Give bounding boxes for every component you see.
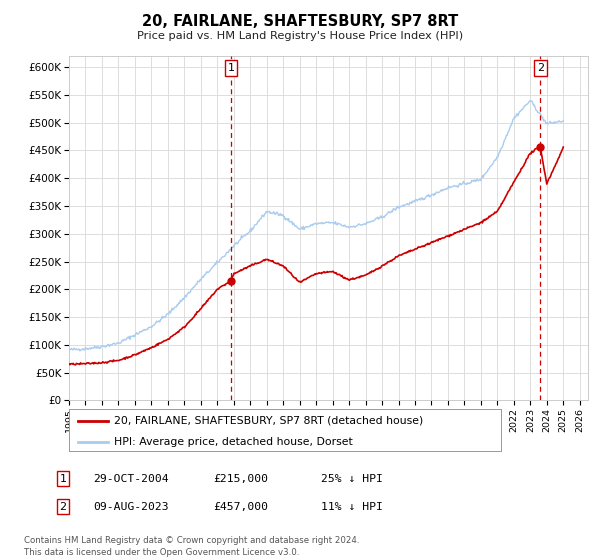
Text: Contains HM Land Registry data © Crown copyright and database right 2024.
This d: Contains HM Land Registry data © Crown c… (24, 536, 359, 557)
Text: £457,000: £457,000 (213, 502, 268, 512)
Text: 20, FAIRLANE, SHAFTESBURY, SP7 8RT (detached house): 20, FAIRLANE, SHAFTESBURY, SP7 8RT (deta… (115, 416, 424, 426)
Text: 29-OCT-2004: 29-OCT-2004 (93, 474, 169, 484)
Text: 20, FAIRLANE, SHAFTESBURY, SP7 8RT: 20, FAIRLANE, SHAFTESBURY, SP7 8RT (142, 14, 458, 29)
Text: 1: 1 (227, 63, 235, 73)
Text: HPI: Average price, detached house, Dorset: HPI: Average price, detached house, Dors… (115, 437, 353, 446)
Text: £215,000: £215,000 (213, 474, 268, 484)
Text: Price paid vs. HM Land Registry's House Price Index (HPI): Price paid vs. HM Land Registry's House … (137, 31, 463, 41)
Text: 25% ↓ HPI: 25% ↓ HPI (321, 474, 383, 484)
Text: 09-AUG-2023: 09-AUG-2023 (93, 502, 169, 512)
Text: 1: 1 (59, 474, 67, 484)
Text: 2: 2 (59, 502, 67, 512)
Text: 2: 2 (536, 63, 544, 73)
Text: 11% ↓ HPI: 11% ↓ HPI (321, 502, 383, 512)
